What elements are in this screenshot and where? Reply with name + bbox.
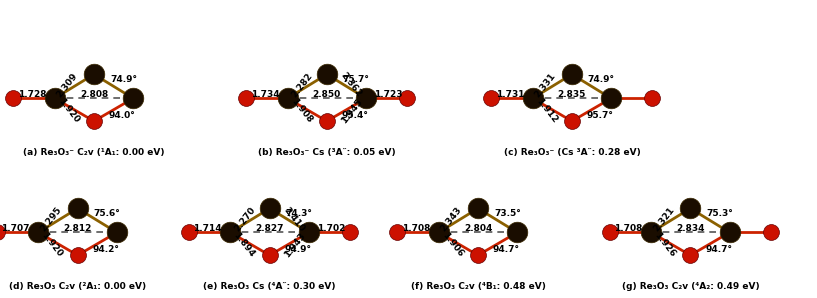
Text: 2.362: 2.362	[339, 71, 364, 99]
Text: 1.920: 1.920	[40, 231, 65, 259]
Text: 1.714: 1.714	[194, 224, 222, 233]
Point	[484, 96, 498, 101]
Point	[526, 96, 539, 101]
Point	[224, 230, 237, 235]
Text: 1.708: 1.708	[614, 224, 643, 233]
Point	[511, 230, 524, 235]
Text: (e) Re₃O₃ Cs (⁴A″: 0.30 eV): (e) Re₃O₃ Cs (⁴A″: 0.30 eV)	[203, 282, 336, 291]
Point	[432, 230, 445, 235]
Point	[0, 230, 3, 235]
Point	[320, 119, 333, 124]
Text: (c) Re₃O₃⁻ (Cs ³A″: 0.28 eV): (c) Re₃O₃⁻ (Cs ³A″: 0.28 eV)	[503, 148, 641, 157]
Point	[401, 96, 414, 101]
Text: 94.9°: 94.9°	[284, 245, 311, 254]
Point	[87, 119, 100, 124]
Text: 2.295: 2.295	[38, 205, 63, 233]
Point	[302, 230, 315, 235]
Text: (a) Re₃O₃⁻ C₂v (¹A₁: 0.00 eV): (a) Re₃O₃⁻ C₂v (¹A₁: 0.00 eV)	[23, 148, 165, 157]
Text: 2.309: 2.309	[55, 71, 79, 99]
Point	[7, 96, 20, 101]
Point	[320, 72, 333, 77]
Text: 74.3°: 74.3°	[286, 209, 312, 218]
Text: 2.808: 2.808	[80, 89, 108, 99]
Text: 2.282: 2.282	[290, 71, 315, 99]
Point	[127, 96, 140, 101]
Point	[646, 96, 659, 101]
Text: 1.731: 1.731	[496, 89, 525, 99]
Point	[239, 96, 252, 101]
Text: 75.7°: 75.7°	[343, 75, 369, 84]
Text: 2.834: 2.834	[676, 224, 704, 233]
Point	[765, 230, 778, 235]
Text: (f) Re₃O₃ C₂v (⁴B₁: 0.48 eV): (f) Re₃O₃ C₂v (⁴B₁: 0.48 eV)	[410, 282, 546, 291]
Text: 95.7°: 95.7°	[587, 111, 614, 120]
Point	[359, 96, 373, 101]
Text: 1.926: 1.926	[653, 231, 677, 259]
Point	[605, 96, 618, 101]
Text: 94.0°: 94.0°	[109, 111, 136, 120]
Text: 1.734: 1.734	[251, 89, 279, 99]
Text: 2.850: 2.850	[313, 89, 341, 99]
Text: 94.2°: 94.2°	[92, 245, 119, 254]
Point	[48, 96, 61, 101]
Point	[71, 253, 84, 258]
Text: (d) Re₃O₃ C₂v (²A₁: 0.00 eV): (d) Re₃O₃ C₂v (²A₁: 0.00 eV)	[9, 282, 146, 291]
Point	[263, 253, 276, 258]
Text: 1.908: 1.908	[289, 97, 314, 125]
Point	[391, 230, 404, 235]
Text: 1.728: 1.728	[18, 89, 47, 99]
Text: 2.270: 2.270	[233, 205, 257, 233]
Text: (g) Re₃O₃ C₂v (⁴A₂: 0.49 eV): (g) Re₃O₃ C₂v (⁴A₂: 0.49 eV)	[622, 282, 759, 291]
Text: 1.920: 1.920	[56, 97, 81, 125]
Point	[87, 72, 100, 77]
Text: 74.9°: 74.9°	[588, 75, 615, 84]
Point	[471, 206, 484, 211]
Text: 2.410: 2.410	[282, 205, 306, 233]
Text: 1.912: 1.912	[534, 97, 559, 125]
Point	[565, 119, 578, 124]
Text: 75.6°: 75.6°	[94, 209, 120, 218]
Text: 2.331: 2.331	[533, 71, 557, 99]
Text: 73.5°: 73.5°	[494, 209, 520, 218]
Point	[71, 206, 84, 211]
Point	[645, 230, 658, 235]
Text: 1.943: 1.943	[283, 231, 307, 259]
Point	[344, 230, 357, 235]
Text: 74.9°: 74.9°	[110, 75, 137, 84]
Text: 2.812: 2.812	[64, 224, 92, 233]
Point	[110, 230, 123, 235]
Point	[684, 206, 697, 211]
Text: 94.7°: 94.7°	[493, 245, 520, 254]
Text: 1.708: 1.708	[402, 224, 431, 233]
Text: 1.723: 1.723	[374, 89, 403, 99]
Text: 2.827: 2.827	[256, 224, 283, 233]
Point	[32, 230, 45, 235]
Text: 2.804: 2.804	[464, 224, 492, 233]
Text: 95.4°: 95.4°	[342, 111, 368, 120]
Point	[565, 72, 578, 77]
Text: 1.702: 1.702	[317, 224, 346, 233]
Text: 75.3°: 75.3°	[707, 209, 733, 218]
Text: 2.321: 2.321	[651, 205, 676, 233]
Text: 1.906: 1.906	[440, 231, 465, 259]
Point	[723, 230, 736, 235]
Point	[471, 253, 484, 258]
Text: 1.707: 1.707	[2, 224, 30, 233]
Point	[281, 96, 294, 101]
Text: 1.894: 1.894	[232, 231, 257, 259]
Text: 94.7°: 94.7°	[705, 245, 732, 254]
Point	[603, 230, 616, 235]
Point	[684, 253, 697, 258]
Text: 2.835: 2.835	[558, 89, 586, 99]
Text: (b) Re₃O₃⁻ Cs (³A″: 0.05 eV): (b) Re₃O₃⁻ Cs (³A″: 0.05 eV)	[258, 148, 395, 157]
Text: 2.343: 2.343	[439, 205, 463, 233]
Point	[263, 206, 276, 211]
Text: 1.945: 1.945	[340, 97, 364, 125]
Point	[182, 230, 195, 235]
